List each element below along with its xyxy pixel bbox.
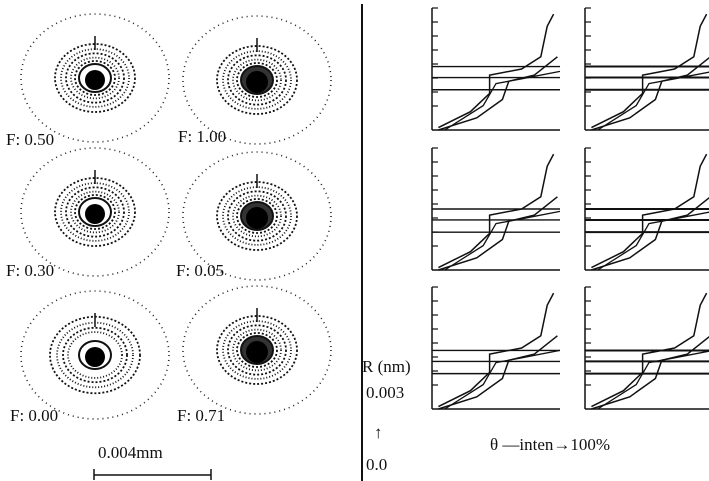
curve xyxy=(438,13,555,129)
ray-plots xyxy=(431,7,709,410)
x-axis-label: θ —inten→100% xyxy=(490,435,610,454)
inner-ring xyxy=(227,54,287,106)
spot-label: F: 0.50 xyxy=(6,130,54,149)
curve xyxy=(591,292,708,408)
inner-ring xyxy=(62,326,128,384)
curve xyxy=(438,56,558,131)
spot-label: F: 1.00 xyxy=(178,127,226,146)
inner-ring xyxy=(232,58,282,102)
inner-ring xyxy=(54,43,136,113)
spot-label: F: 0.30 xyxy=(6,261,54,280)
inner-ring xyxy=(222,50,292,110)
outer-ring xyxy=(20,290,170,420)
curve xyxy=(444,349,561,410)
y-tick-label: 0.0 xyxy=(366,455,387,474)
core xyxy=(246,71,268,93)
arrow: ↑ xyxy=(374,423,383,442)
inner-ring xyxy=(222,186,292,246)
inner-ring xyxy=(232,328,282,372)
core xyxy=(85,347,105,367)
curve xyxy=(438,196,558,271)
curve xyxy=(591,56,709,131)
curve xyxy=(591,13,708,129)
curve xyxy=(444,210,561,271)
inner-ring xyxy=(65,186,125,238)
outer-ring xyxy=(182,15,332,145)
inner-ring xyxy=(227,190,287,242)
inner-ring xyxy=(236,62,278,98)
inner-ring xyxy=(232,194,282,238)
inner-ring xyxy=(60,182,130,242)
curve xyxy=(444,70,561,131)
inner-ring xyxy=(70,56,120,100)
spot-label: F: 0.05 xyxy=(176,261,224,280)
inner-ring xyxy=(60,48,130,108)
inner-ring xyxy=(227,324,287,376)
core xyxy=(85,204,105,224)
y-tick-label: 0.003 xyxy=(366,383,404,402)
curve xyxy=(591,153,708,269)
inner-ring xyxy=(65,52,125,104)
outer-ring xyxy=(182,151,332,281)
inner-ring xyxy=(74,60,116,96)
curve xyxy=(597,71,709,131)
curve xyxy=(591,196,709,271)
curve xyxy=(438,153,555,269)
outer-ring xyxy=(20,147,170,277)
inner-ring xyxy=(67,331,123,379)
core xyxy=(246,207,268,229)
outer-ring xyxy=(20,13,170,143)
scale-bar-label: 0.004mm xyxy=(98,443,163,462)
core xyxy=(85,70,105,90)
inner-ring xyxy=(216,315,298,385)
curve xyxy=(438,292,555,408)
inner-ring xyxy=(54,177,136,247)
spot-diagrams xyxy=(20,13,332,420)
inner-ring xyxy=(216,45,298,115)
inner-ring xyxy=(70,190,120,234)
inner-ring xyxy=(216,181,298,251)
inner-ring xyxy=(236,332,278,368)
y-axis-label: R (nm) xyxy=(362,357,411,376)
inner-ring xyxy=(74,194,116,230)
curve xyxy=(438,335,558,410)
outer-ring xyxy=(182,285,332,415)
curve xyxy=(597,211,709,271)
spot-label: F: 0.71 xyxy=(177,406,225,425)
curve xyxy=(591,335,709,410)
curve xyxy=(597,350,709,410)
inner-ring xyxy=(222,320,292,380)
inner-ring xyxy=(236,198,278,234)
core xyxy=(246,341,268,363)
spot-label: F: 0.00 xyxy=(10,406,58,425)
